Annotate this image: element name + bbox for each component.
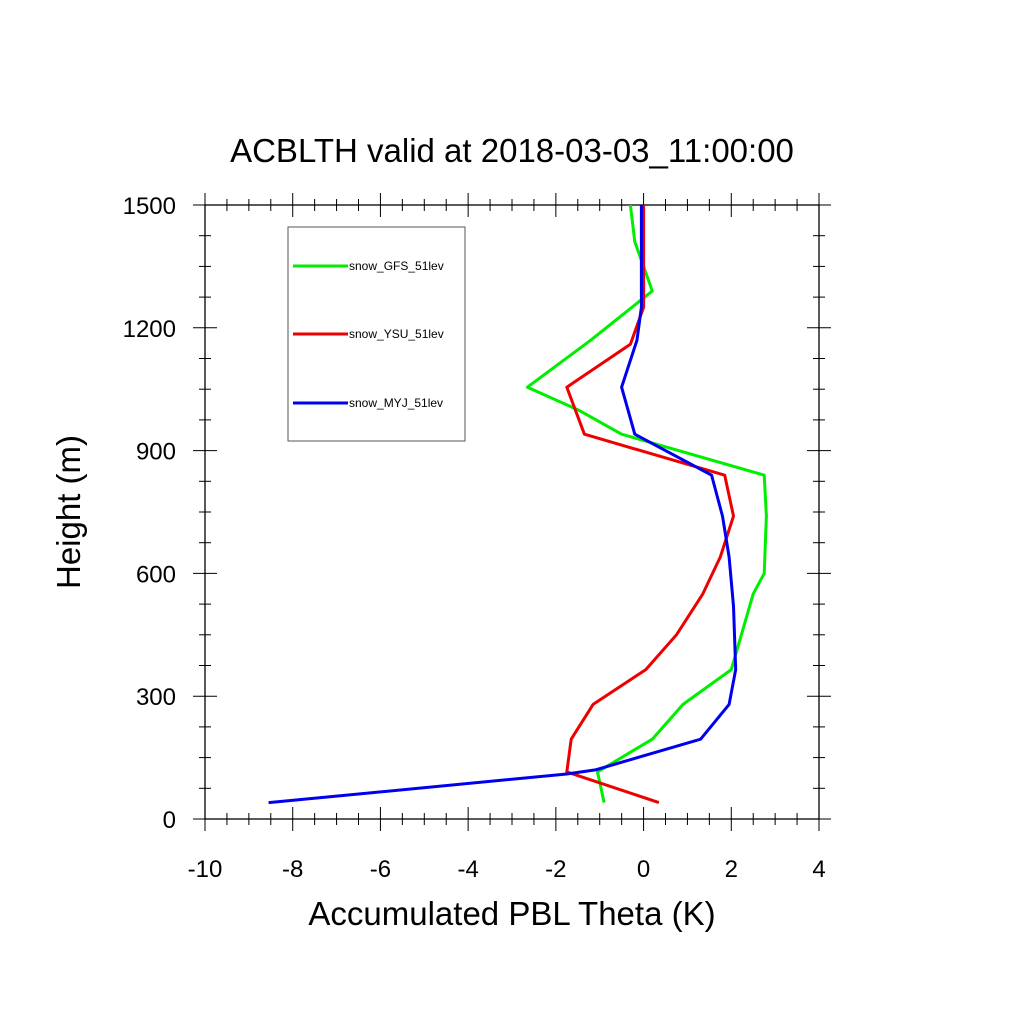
x-tick-label: -6 — [370, 856, 391, 883]
legend: snow_GFS_51lev snow_YSU_51lev snow_MYJ_51l… — [287, 226, 466, 442]
x-axis-label: Accumulated PBL Theta (K) — [308, 895, 715, 932]
x-tick-label: -2 — [545, 856, 566, 883]
legend-label: snow_MYJ_51lev — [349, 396, 443, 410]
chart-title: ACBLTH valid at 2018-03-03_11:00:00 — [230, 132, 794, 169]
y-tick-label: 900 — [136, 439, 176, 466]
x-tick-label: -8 — [282, 856, 303, 883]
plot-area: -10 -8 -6 -4 -2 0 2 4 0 300 600 900 1200 1500 — [123, 193, 831, 883]
legend-label: snow_GFS_51lev — [349, 259, 444, 273]
x-tick-label: 2 — [725, 856, 738, 883]
x-tick-label: 0 — [637, 856, 650, 883]
x-tick-label: -4 — [457, 856, 478, 883]
series-line-snow_MYJ_51lev — [268, 205, 738, 805]
x-tick-label: -10 — [188, 856, 223, 883]
series-line-snow_YSU_51lev — [565, 205, 735, 805]
y-tick-label: 1200 — [123, 316, 176, 343]
y-axis-label: Height (m) — [50, 435, 87, 589]
legend-label: snow_YSU_51lev — [349, 327, 444, 341]
y-tick-label: 0 — [163, 807, 176, 834]
series-layer — [268, 204, 768, 805]
y-tick-label: 600 — [136, 561, 176, 588]
y-tick-label: 1500 — [123, 193, 176, 220]
y-tick-label: 300 — [136, 684, 176, 711]
series-line-snow_GFS_51lev — [525, 204, 768, 803]
x-tick-label: 4 — [812, 856, 825, 883]
